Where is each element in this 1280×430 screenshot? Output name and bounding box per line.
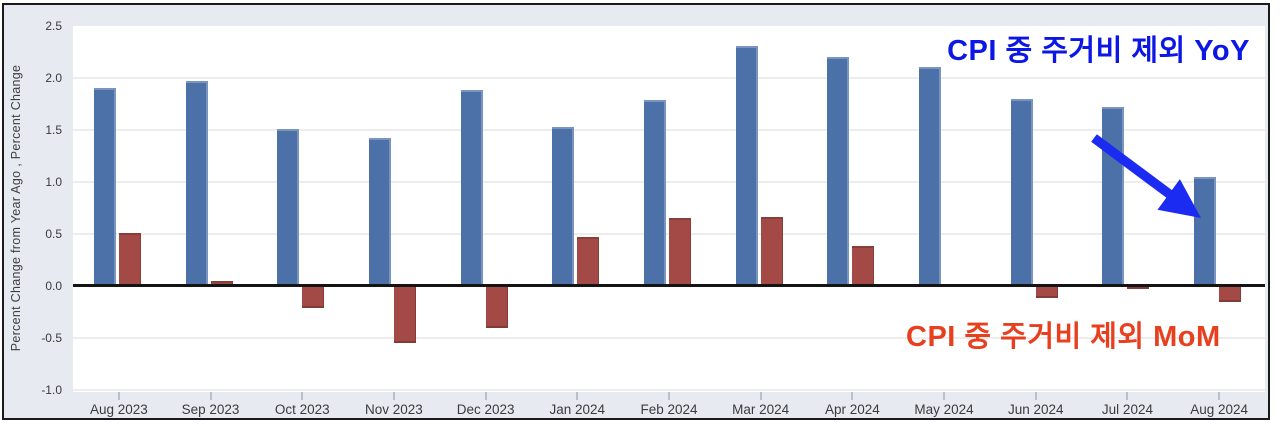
y-axis-title: Percent Change from Year Ago , Percent C… (9, 64, 23, 352)
bar-yoy (827, 57, 850, 286)
x-tick-label: Mar 2024 (732, 402, 790, 417)
bar-mom (669, 218, 691, 286)
x-tick-label: Aug 2024 (1190, 402, 1249, 417)
bar-yoy (644, 99, 666, 286)
mom-annotation: CPI 중 주거비 제외 MoM (906, 321, 1221, 353)
x-tick-mark (209, 392, 212, 400)
x-tick-label: Apr 2024 (824, 402, 880, 417)
bar-yoy (735, 45, 758, 286)
x-tick-mark (851, 392, 854, 400)
gridline (73, 76, 1265, 79)
x-tick-mark (117, 392, 120, 400)
x-tick-mark (301, 392, 304, 400)
gridline (73, 180, 1265, 183)
bar-mom (852, 246, 875, 286)
x-tick-mark (576, 392, 579, 400)
x-tick-mark (484, 392, 487, 400)
y-tick-label: 2.0 (45, 70, 62, 85)
x-tick-label: Oct 2023 (274, 402, 330, 417)
bar-yoy (277, 128, 300, 286)
x-tick-label: Aug 2023 (89, 402, 148, 417)
x-tick-label: Jun 2024 (1007, 402, 1064, 417)
y-tick-label: 0.0 (45, 278, 62, 293)
bar-yoy (185, 81, 208, 286)
y-tick-label: -1.0 (41, 382, 62, 397)
bar-yoy (93, 88, 116, 286)
x-tick-label: Jan 2024 (549, 402, 606, 417)
y-tick-label: 0.5 (45, 226, 62, 241)
y-tick-label: 1.0 (45, 174, 62, 189)
x-tick-label: Jul 2024 (1101, 402, 1153, 417)
bar-yoy (368, 138, 391, 286)
x-tick-mark (943, 392, 946, 400)
x-tick-mark (1034, 392, 1037, 400)
bar-mom (118, 232, 141, 286)
bar-yoy (919, 66, 942, 286)
bar-mom (210, 280, 233, 286)
x-tick-label: Nov 2023 (365, 402, 423, 417)
x-tick-label: Feb 2024 (640, 402, 698, 417)
y-tick-label: -0.5 (41, 330, 62, 345)
bar-mom (485, 285, 508, 328)
plot-area (73, 26, 1265, 392)
x-tick-label: Sep 2023 (181, 402, 240, 417)
gridline (73, 336, 1265, 339)
x-tick-mark (668, 392, 670, 400)
bar-mom (393, 285, 416, 344)
gridline (73, 388, 1265, 391)
yoy-annotation: CPI 중 주거비 제외 YoY (947, 35, 1250, 67)
x-tick-mark (1218, 392, 1221, 400)
bar-yoy (460, 90, 483, 286)
x-tick-label: May 2024 (914, 402, 974, 417)
bar-mom (1219, 285, 1242, 302)
x-tick-mark (392, 392, 395, 400)
bar-mom (302, 285, 325, 308)
bar-yoy (1194, 176, 1217, 286)
bar-mom (1035, 285, 1058, 299)
bar-yoy (552, 126, 575, 286)
y-tick-label: 2.5 (45, 19, 62, 33)
x-tick-mark (1126, 392, 1129, 400)
x-tick-mark (759, 392, 762, 400)
gridline (73, 128, 1265, 131)
bar-mom (760, 217, 783, 286)
bar-yoy (1010, 98, 1033, 286)
x-tick-label: Dec 2023 (456, 402, 515, 417)
bar-yoy (1102, 107, 1125, 286)
bar-mom (577, 237, 600, 286)
bar-mom (1127, 285, 1150, 290)
y-tick-label: 1.5 (45, 122, 62, 137)
zero-axis-line (73, 284, 1265, 288)
